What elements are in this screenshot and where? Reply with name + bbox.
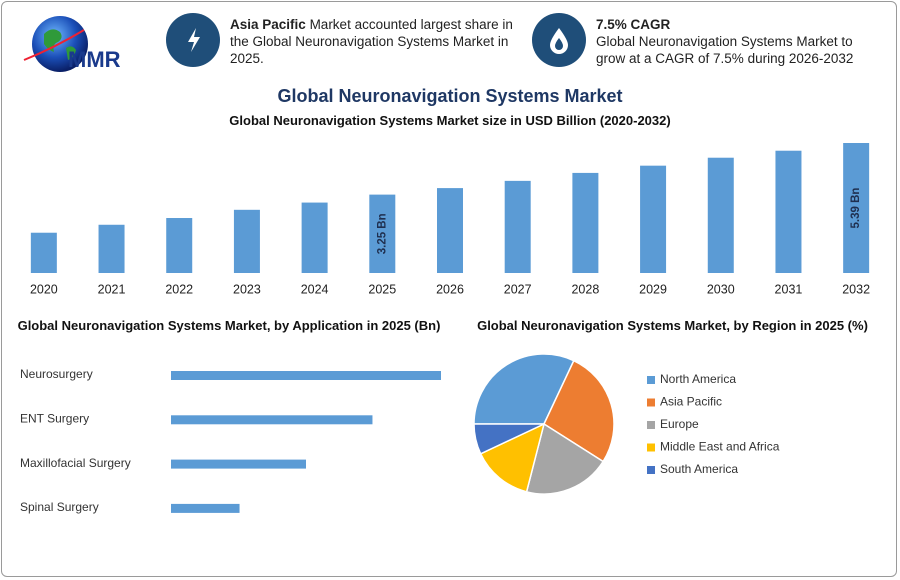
logo-text: MMR	[68, 47, 121, 72]
card-highlight: 7.5% CAGR	[596, 17, 671, 32]
bar	[572, 172, 599, 273]
bar	[171, 415, 373, 425]
pie-slice	[543, 359, 615, 463]
bar	[707, 157, 734, 273]
bar	[233, 209, 260, 273]
legend-label: South America	[660, 462, 738, 476]
x-tick-label: 2021	[98, 282, 126, 296]
page-title: Global Neuronavigation Systems Market	[277, 86, 623, 106]
x-tick-label: 2024	[301, 282, 329, 296]
value-label: 5.39 Bn	[850, 188, 862, 229]
legend-label: Middle East and Africa	[660, 440, 780, 454]
info-card: Asia Pacific Market accounted largest sh…	[230, 16, 530, 67]
bar	[640, 165, 667, 273]
category-label: Spinal Surgery	[20, 500, 99, 514]
x-tick-label: 2032	[842, 282, 870, 296]
bar	[166, 218, 193, 273]
bar	[843, 143, 870, 273]
value-label: 3.25 Bn	[376, 213, 388, 254]
bar	[171, 503, 240, 513]
category-label: ENT Surgery	[20, 411, 89, 425]
pie-slice	[473, 353, 575, 425]
x-tick-label: 2027	[504, 282, 532, 296]
bar	[437, 188, 463, 273]
pie-slice	[525, 422, 605, 495]
category-label: Neurosurgery	[20, 367, 93, 381]
legend-label: Asia Pacific	[660, 395, 722, 409]
info-card: 7.5% CAGR Global Neuronavigation Systems …	[596, 16, 876, 67]
bar	[30, 232, 57, 273]
pie-slice	[473, 423, 545, 455]
x-tick-label: 2022	[165, 282, 193, 296]
icon-bolt	[188, 28, 200, 52]
bar	[98, 224, 125, 273]
pie-slice	[479, 422, 546, 493]
legend-swatch	[647, 443, 655, 452]
bar	[301, 202, 328, 273]
bar	[171, 459, 306, 469]
bar	[504, 180, 531, 273]
logo: MMR	[23, 16, 121, 72]
x-tick-label: 2030	[707, 282, 735, 296]
icon-2	[532, 13, 586, 67]
bar	[775, 150, 802, 273]
bar	[171, 371, 441, 380]
icon-1	[166, 13, 220, 67]
legend-label: Europe	[660, 417, 699, 431]
x-tick-label: 2025	[368, 282, 396, 296]
x-tick-label: 2020	[30, 282, 58, 296]
chart-title: Global Neuronavigation Systems Market, b…	[477, 318, 868, 333]
bar	[369, 194, 396, 273]
category-label: Maxillofacial Surgery	[20, 456, 131, 470]
x-tick-label: 2028	[571, 282, 599, 296]
legend-swatch	[647, 466, 655, 474]
card-text: Global Neuronavigation Systems Market to…	[596, 34, 854, 66]
card-text: Market accounted largest share in the Gl…	[230, 17, 513, 66]
legend-swatch	[647, 398, 655, 407]
chart-title: Global Neuronavigation Systems Market si…	[229, 113, 671, 128]
x-tick-label: 2031	[775, 282, 803, 296]
legend-label: North America	[660, 372, 736, 386]
x-tick-label: 2029	[639, 282, 667, 296]
icon-drop-inner	[555, 38, 563, 50]
logo-swoosh	[23, 29, 85, 61]
x-tick-label: 2023	[233, 282, 261, 296]
legend-swatch	[647, 376, 655, 384]
chart-title: Global Neuronavigation Systems Market, b…	[17, 318, 441, 333]
legend-swatch	[647, 421, 655, 429]
logo-land	[44, 29, 76, 60]
card-highlight: Asia Pacific	[230, 17, 306, 32]
x-tick-label: 2026	[436, 282, 464, 296]
